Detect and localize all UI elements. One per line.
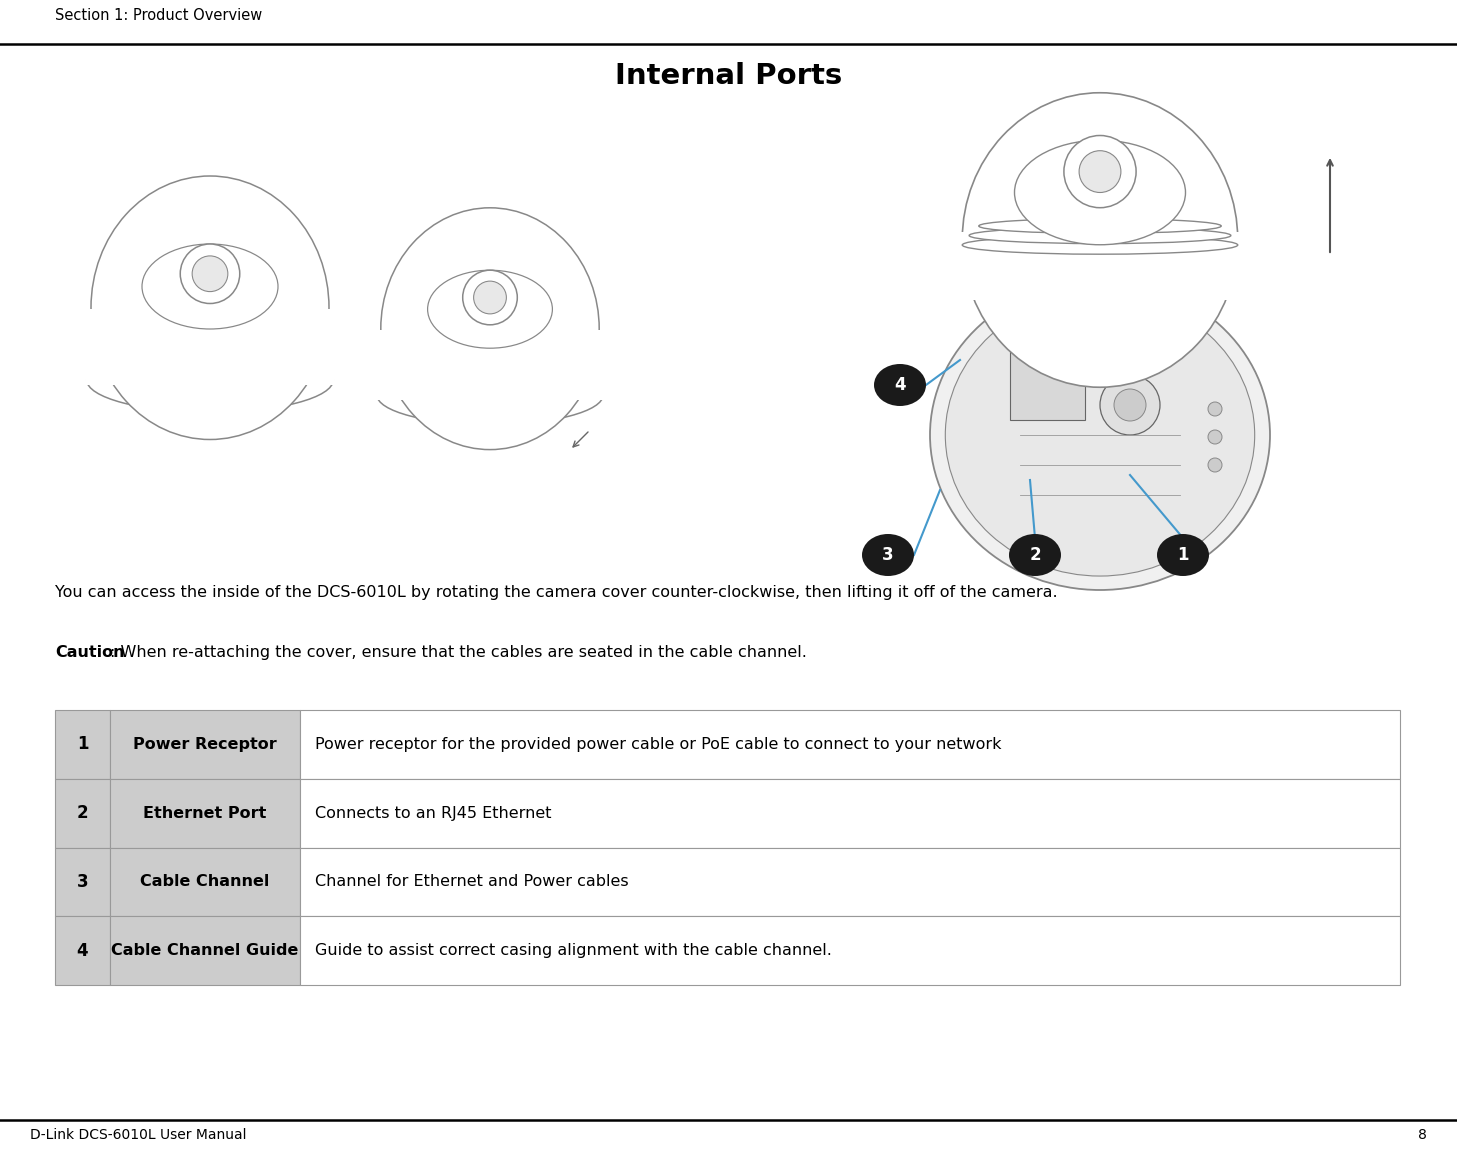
Text: Internal Ports: Internal Ports <box>615 61 842 90</box>
Bar <box>957 232 1243 300</box>
Text: 2: 2 <box>1029 546 1040 564</box>
Circle shape <box>1080 151 1120 192</box>
Text: Ethernet Port: Ethernet Port <box>143 806 267 821</box>
Bar <box>55 917 109 985</box>
Bar <box>109 847 300 917</box>
Text: D-Link DCS-6010L User Manual: D-Link DCS-6010L User Manual <box>31 1128 246 1142</box>
Bar <box>55 779 109 847</box>
Text: 3: 3 <box>77 873 89 891</box>
Ellipse shape <box>96 333 323 380</box>
Ellipse shape <box>863 534 914 576</box>
Text: Channel for Ethernet and Power cables: Channel for Ethernet and Power cables <box>315 874 628 889</box>
Ellipse shape <box>962 93 1238 387</box>
Ellipse shape <box>386 351 594 395</box>
Bar <box>300 779 1400 847</box>
Circle shape <box>1115 389 1147 421</box>
Circle shape <box>1208 402 1222 416</box>
Ellipse shape <box>1010 534 1061 576</box>
Bar <box>86 308 334 385</box>
Ellipse shape <box>90 176 329 439</box>
Bar <box>55 710 109 779</box>
Ellipse shape <box>930 280 1271 590</box>
Text: Power receptor for the provided power cable or PoE cable to connect to your netw: Power receptor for the provided power ca… <box>315 737 1001 752</box>
Circle shape <box>474 282 507 314</box>
Text: Section 1: Product Overview: Section 1: Product Overview <box>55 8 262 23</box>
Text: Guide to assist correct casing alignment with the cable channel.: Guide to assist correct casing alignment… <box>315 943 832 958</box>
Text: 1: 1 <box>1177 546 1189 564</box>
Text: 1: 1 <box>77 735 89 753</box>
Text: 3: 3 <box>881 546 893 564</box>
Ellipse shape <box>979 219 1221 233</box>
Text: 2: 2 <box>77 804 89 822</box>
Text: 4: 4 <box>77 941 89 960</box>
Ellipse shape <box>141 245 278 329</box>
Bar <box>376 330 605 400</box>
Bar <box>1010 350 1085 420</box>
Ellipse shape <box>962 235 1238 254</box>
Ellipse shape <box>111 320 309 356</box>
Ellipse shape <box>399 340 580 372</box>
Text: Cable Channel: Cable Channel <box>140 874 270 889</box>
Ellipse shape <box>380 207 599 450</box>
Circle shape <box>1100 376 1160 435</box>
Ellipse shape <box>427 270 552 348</box>
Ellipse shape <box>377 365 603 424</box>
Circle shape <box>463 270 517 325</box>
Ellipse shape <box>87 348 334 413</box>
Text: Power Receptor: Power Receptor <box>133 737 277 752</box>
Bar <box>300 917 1400 985</box>
Text: Connects to an RJ45 Ethernet: Connects to an RJ45 Ethernet <box>315 806 552 821</box>
Text: Cable Channel Guide: Cable Channel Guide <box>111 943 299 958</box>
Ellipse shape <box>874 364 927 406</box>
Circle shape <box>181 245 240 304</box>
Circle shape <box>192 256 227 292</box>
Text: 8: 8 <box>1418 1128 1426 1142</box>
Bar <box>109 917 300 985</box>
Bar <box>109 710 300 779</box>
Bar <box>300 847 1400 917</box>
Text: You can access the inside of the DCS-6010L by rotating the camera cover counter-: You can access the inside of the DCS-601… <box>55 585 1058 600</box>
Text: 4: 4 <box>895 376 906 394</box>
Ellipse shape <box>1014 140 1186 245</box>
Bar <box>109 779 300 847</box>
Bar <box>300 710 1400 779</box>
Circle shape <box>1208 430 1222 444</box>
Circle shape <box>1064 136 1136 207</box>
Circle shape <box>1208 458 1222 472</box>
Text: : When re-attaching the cover, ensure that the cables are seated in the cable ch: : When re-attaching the cover, ensure th… <box>109 646 807 659</box>
Bar <box>55 847 109 917</box>
Ellipse shape <box>1157 534 1209 576</box>
Ellipse shape <box>969 227 1231 243</box>
Text: Caution: Caution <box>55 646 125 659</box>
Ellipse shape <box>946 294 1254 576</box>
